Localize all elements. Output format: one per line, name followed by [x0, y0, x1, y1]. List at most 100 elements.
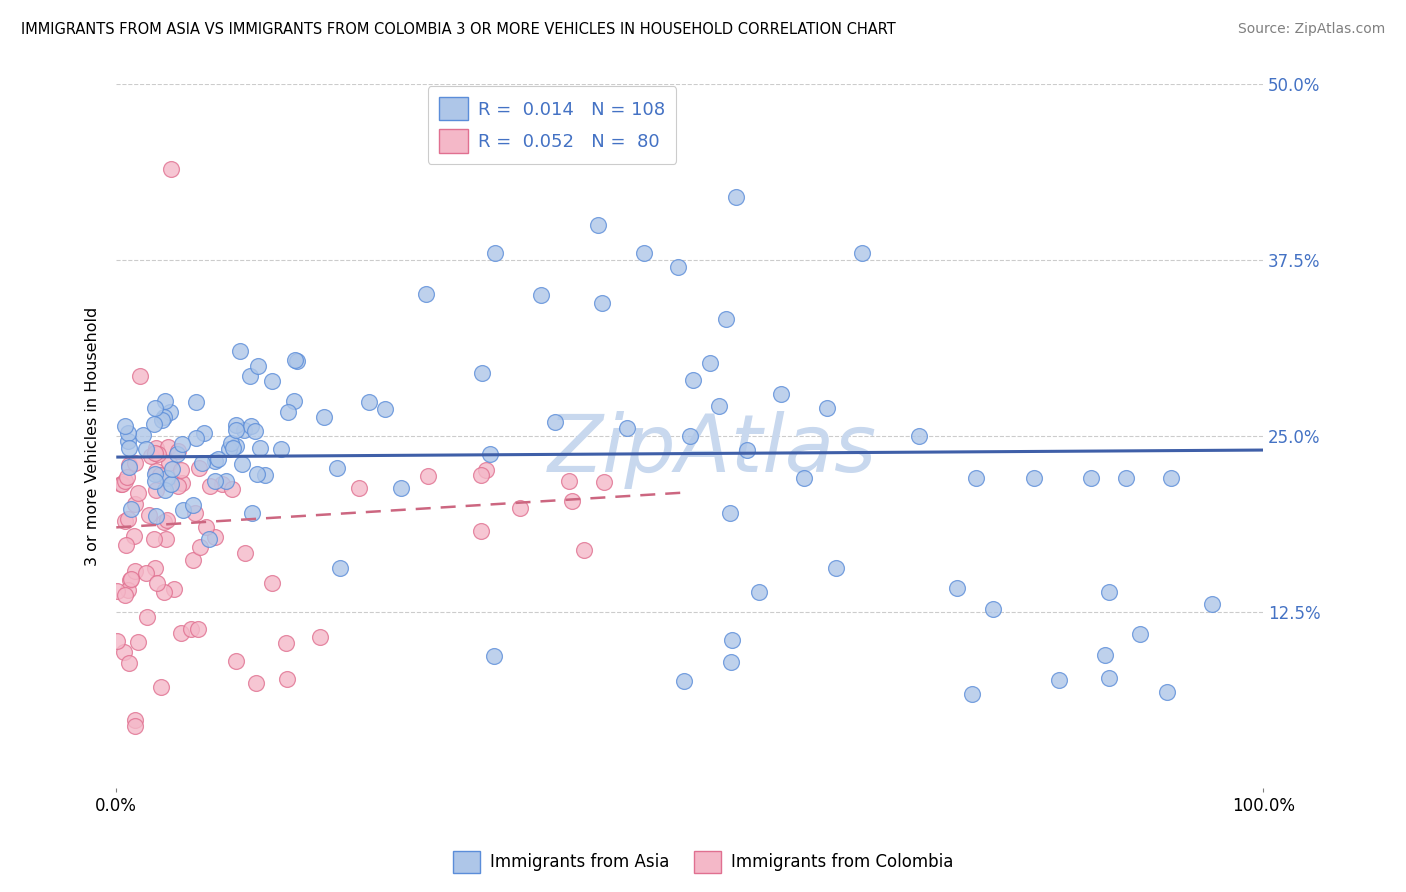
Point [246, 359, 269, 373]
Point [471, 367, 494, 381]
Text: Source: ZipAtlas.com: Source: ZipAtlas.com [1237, 22, 1385, 37]
Point [357, 395, 380, 409]
Point [128, 368, 150, 383]
Point [561, 494, 583, 508]
Point [793, 471, 815, 485]
Point [225, 654, 247, 668]
Point [325, 461, 347, 475]
Point [117, 583, 139, 598]
Point [118, 458, 141, 473]
Point [1097, 585, 1119, 599]
Point [127, 486, 149, 500]
Point [815, 401, 838, 415]
Point [105, 583, 128, 598]
Point [1022, 471, 1045, 485]
Point [146, 576, 169, 591]
Point [308, 630, 330, 644]
Point [159, 405, 181, 419]
Point [135, 566, 157, 581]
Point [143, 467, 166, 481]
Point [240, 419, 263, 434]
Point [245, 425, 267, 439]
Point [120, 572, 142, 586]
Point [260, 575, 283, 590]
Point [163, 582, 186, 596]
Point [1201, 597, 1223, 611]
Point [124, 719, 146, 733]
Point [276, 673, 298, 687]
Point [946, 582, 969, 596]
Point [724, 190, 747, 204]
Point [389, 481, 412, 495]
Point [699, 356, 721, 370]
Point [1160, 471, 1182, 485]
Point [184, 395, 207, 409]
Point [105, 633, 128, 648]
Point [143, 532, 166, 546]
Point [270, 442, 292, 456]
Point [114, 514, 136, 528]
Point [416, 469, 439, 483]
Legend: Immigrants from Asia, Immigrants from Colombia: Immigrants from Asia, Immigrants from Co… [446, 845, 960, 880]
Point [479, 447, 502, 461]
Point [118, 459, 141, 474]
Point [235, 546, 257, 560]
Text: IMMIGRANTS FROM ASIA VS IMMIGRANTS FROM COLOMBIA 3 OR MORE VEHICLES IN HOUSEHOLD: IMMIGRANTS FROM ASIA VS IMMIGRANTS FROM … [21, 22, 896, 37]
Point [679, 429, 702, 443]
Point [186, 431, 208, 445]
Point [117, 426, 139, 441]
Point [851, 246, 873, 260]
Point [254, 468, 277, 483]
Point [1080, 471, 1102, 485]
Point [347, 481, 370, 495]
Point [260, 374, 283, 388]
Point [114, 474, 136, 488]
Point [284, 352, 307, 367]
Point [245, 676, 267, 690]
Point [200, 479, 222, 493]
Point [229, 344, 252, 359]
Point [160, 461, 183, 475]
Point [184, 506, 207, 520]
Point [666, 260, 689, 275]
Point [825, 561, 848, 575]
Point [312, 410, 335, 425]
Point [181, 498, 204, 512]
Y-axis label: 3 or more Vehicles in Household: 3 or more Vehicles in Household [86, 306, 100, 566]
Point [159, 477, 181, 491]
Point [716, 311, 738, 326]
Point [1129, 627, 1152, 641]
Point [277, 405, 299, 419]
Point [285, 354, 308, 368]
Point [374, 401, 396, 416]
Point [145, 508, 167, 523]
Point [633, 246, 655, 260]
Point [558, 474, 581, 488]
Point [530, 288, 553, 302]
Point [211, 477, 233, 491]
Point [195, 519, 218, 533]
Point [218, 442, 240, 456]
Point [966, 471, 988, 485]
Point [117, 434, 139, 448]
Point [329, 560, 352, 574]
Point [156, 470, 179, 484]
Point [149, 468, 172, 483]
Point [231, 457, 253, 471]
Point [225, 423, 247, 437]
Point [169, 626, 191, 640]
Point [239, 368, 262, 383]
Point [150, 413, 173, 427]
Point [475, 463, 498, 477]
Point [246, 467, 269, 482]
Point [172, 436, 194, 450]
Point [188, 541, 211, 555]
Point [187, 622, 209, 636]
Point [153, 410, 176, 425]
Point [225, 417, 247, 432]
Point [114, 588, 136, 602]
Point [593, 475, 616, 489]
Point [110, 477, 132, 491]
Point [143, 561, 166, 575]
Point [120, 501, 142, 516]
